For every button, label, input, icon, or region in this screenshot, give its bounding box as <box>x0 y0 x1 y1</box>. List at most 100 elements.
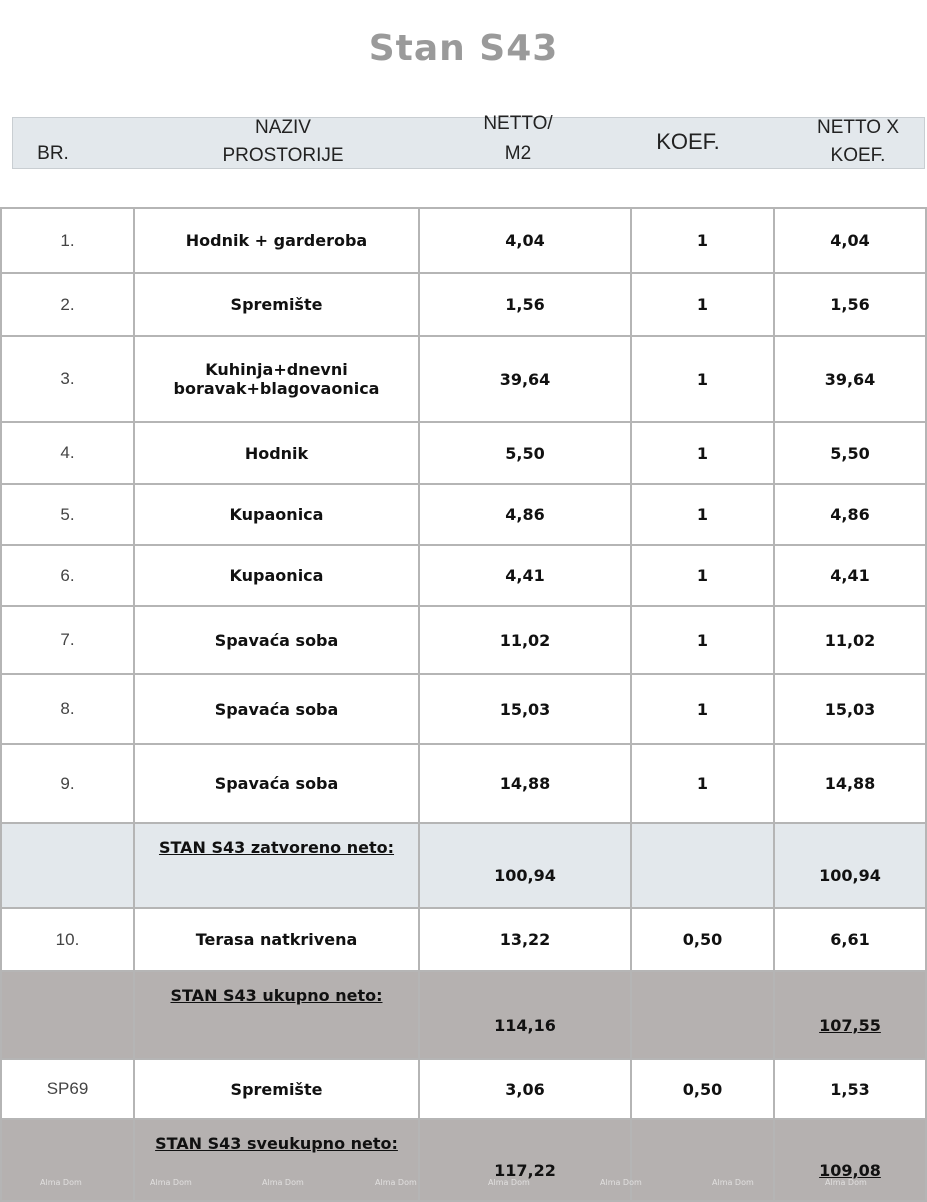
cell-koef: 0,50 <box>630 1058 775 1120</box>
cell-netto-text: 117,22 <box>494 1160 556 1180</box>
cell-koef: 1 <box>630 743 775 824</box>
cell-room-name-text: Spavaća soba <box>214 774 339 793</box>
cell-room-name: Spavaća soba <box>133 743 420 824</box>
cell-netto-text: 14,88 <box>499 774 551 793</box>
summary-row-ukupno: STAN S43 ukupno neto: 114,16 107,55 <box>0 970 927 1060</box>
cell-netto-text: 1,56 <box>505 295 545 314</box>
cell-netto-koef-text: 14,88 <box>824 774 876 793</box>
cell-netto-text: 13,22 <box>499 930 551 949</box>
cell-netto-koef: 100,94 <box>773 822 927 909</box>
cell-koef-text: 1 <box>696 295 709 314</box>
header-naziv-2: PROSTORIJE <box>222 145 344 166</box>
watermark: Alma Dom <box>825 1178 867 1187</box>
cell-netto-koef: 109,08 <box>773 1118 927 1202</box>
cell-room-name: Hodnik + garderoba <box>133 207 420 274</box>
page-title: Stan S43 <box>368 28 559 69</box>
cell-netto-text: 15,03 <box>499 699 551 719</box>
cell-netto-koef-text: 1,53 <box>830 1079 870 1099</box>
cell-netto-koef: 1,56 <box>773 272 927 337</box>
cell-number: 2. <box>0 272 135 337</box>
cell-netto-koef-text: 11,02 <box>824 630 876 650</box>
watermark: Alma Dom <box>712 1178 754 1187</box>
cell-number: 3. <box>0 335 135 423</box>
cell-netto-koef: 5,50 <box>773 421 927 485</box>
cell-number-text: 10. <box>55 929 80 949</box>
cell-summary-label-text: STAN S43 zatvoreno neto: <box>158 838 395 857</box>
cell-number: 6. <box>0 544 135 607</box>
cell-netto: 11,02 <box>418 605 632 675</box>
cell-netto-text: 11,02 <box>499 630 551 650</box>
cell-empty <box>0 1118 135 1202</box>
watermark: Alma Dom <box>375 1178 417 1187</box>
cell-room-name: Kupaonica <box>133 544 420 607</box>
cell-koef-text: 1 <box>696 699 709 719</box>
header-nk-1: NETTO X <box>817 117 899 138</box>
cell-koef-text: 1 <box>696 505 709 524</box>
cell-number-text: 6. <box>60 565 75 585</box>
table-row: 5. Kupaonica 4,86 1 4,86 <box>0 483 927 546</box>
room-table: 1. Hodnik + garderoba 4,04 1 4,04 2. Spremište… <box>0 207 927 1202</box>
header-naziv-1: NAZIV <box>255 117 311 138</box>
cell-netto-koef-text: 107,55 <box>819 1015 881 1035</box>
summary-row-zatvoreno: STAN S43 zatvoreno neto: 100,94 100,94 <box>0 822 927 909</box>
cell-room-name-text: Hodnik + garderoba <box>185 231 368 250</box>
cell-koef: 1 <box>630 544 775 607</box>
cell-number: 4. <box>0 421 135 485</box>
cell-room-name: Terasa natkrivena <box>133 907 420 972</box>
watermark: Alma Dom <box>488 1178 530 1187</box>
cell-netto-koef-text: 100,94 <box>819 866 881 885</box>
cell-summary-label: STAN S43 zatvoreno neto: <box>133 822 420 909</box>
cell-room-name: Spremište <box>133 272 420 337</box>
cell-room-name-text: Spremište <box>230 1079 323 1099</box>
cell-netto: 114,16 <box>418 970 632 1060</box>
cell-netto-text: 4,41 <box>505 566 545 585</box>
cell-room-name: Kuhinja+dnevni boravak+blagovaonica <box>133 335 420 423</box>
cell-netto-koef-text: 109,08 <box>819 1160 881 1180</box>
cell-empty <box>0 822 135 909</box>
cell-netto-koef-text: 15,03 <box>824 699 876 719</box>
cell-koef-text: 1 <box>696 630 709 650</box>
cell-number-text: 9. <box>60 773 75 793</box>
cell-number-text: SP69 <box>46 1079 89 1098</box>
table-row: 10. Terasa natkrivena 13,22 0,50 6,61 <box>0 907 927 972</box>
cell-netto-text: 3,06 <box>505 1079 545 1099</box>
cell-netto-koef: 4,86 <box>773 483 927 546</box>
cell-netto: 4,86 <box>418 483 632 546</box>
header-br: BR. <box>37 143 69 164</box>
cell-netto: 4,04 <box>418 207 632 274</box>
cell-netto-koef: 11,02 <box>773 605 927 675</box>
cell-netto: 14,88 <box>418 743 632 824</box>
cell-koef: 1 <box>630 421 775 485</box>
cell-netto: 1,56 <box>418 272 632 337</box>
cell-room-name-text: Kupaonica <box>229 505 324 524</box>
table-row: 3. Kuhinja+dnevni boravak+blagovaonica 39,… <box>0 335 927 423</box>
cell-netto-koef-text: 39,64 <box>824 369 876 389</box>
cell-netto-text: 4,86 <box>505 505 545 524</box>
table-row: 4. Hodnik 5,50 1 5,50 <box>0 421 927 485</box>
watermark: Alma Dom <box>150 1178 192 1187</box>
cell-number: 8. <box>0 673 135 745</box>
cell-netto-koef-text: 4,41 <box>830 566 870 585</box>
cell-room-name-text: Spremište <box>230 295 323 314</box>
cell-netto-koef: 4,41 <box>773 544 927 607</box>
cell-koef-text: 1 <box>696 369 709 389</box>
cell-koef-text: 1 <box>696 231 709 250</box>
cell-summary-label-text: STAN S43 sveukupno neto: <box>155 1134 398 1153</box>
cell-netto-koef-text: 4,86 <box>830 505 870 524</box>
table-row: 9. Spavaća soba 14,88 1 14,88 <box>0 743 927 824</box>
cell-number-text: 1. <box>60 230 75 250</box>
cell-room-name: Kupaonica <box>133 483 420 546</box>
cell-koef: 1 <box>630 335 775 423</box>
cell-koef-text: 0,50 <box>682 930 723 949</box>
cell-netto-koef-text: 6,61 <box>830 930 870 949</box>
cell-number-text: 2. <box>60 294 75 314</box>
cell-room-name: Spremište <box>133 1058 420 1120</box>
cell-netto-koef: 14,88 <box>773 743 927 824</box>
cell-netto-text: 5,50 <box>505 443 545 463</box>
cell-number-text: 4. <box>60 443 75 462</box>
cell-netto-koef: 39,64 <box>773 335 927 423</box>
table-header: BR. NAZIV PROSTORIJE NETTO/ M2 KOEF. NET… <box>12 113 925 169</box>
cell-koef-text: 1 <box>696 443 709 463</box>
table-row: SP69 Spremište 3,06 0,50 1,53 <box>0 1058 927 1120</box>
cell-netto-koef-text: 4,04 <box>830 231 870 250</box>
